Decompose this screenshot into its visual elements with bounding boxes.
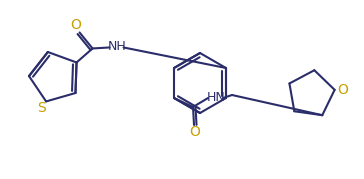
Text: NH: NH: [108, 40, 127, 53]
Text: O: O: [70, 18, 81, 32]
Text: O: O: [190, 125, 201, 139]
Text: HN: HN: [207, 91, 225, 103]
Text: S: S: [37, 101, 46, 115]
Text: O: O: [337, 83, 348, 97]
